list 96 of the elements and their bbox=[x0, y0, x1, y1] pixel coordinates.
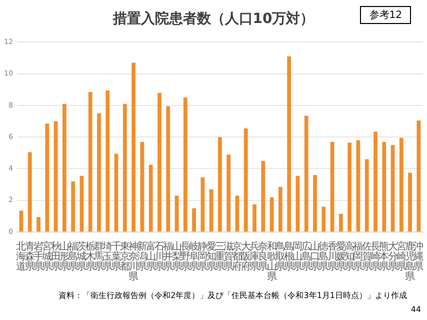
bar bbox=[270, 197, 274, 232]
x-tick-label: 山梨県 bbox=[172, 240, 182, 273]
bar bbox=[19, 210, 24, 232]
x-tick-label: 沖縄県 bbox=[412, 240, 424, 273]
bar bbox=[106, 90, 110, 232]
bar bbox=[348, 142, 352, 232]
x-tick-label: 広島県 bbox=[301, 240, 312, 273]
bar bbox=[54, 121, 58, 232]
x-tick-label: 石川県 bbox=[154, 242, 164, 273]
bar bbox=[209, 189, 214, 232]
x-tick-label: 香川県 bbox=[327, 240, 338, 273]
bar bbox=[226, 154, 231, 232]
x-tick-label: 北海道 bbox=[16, 240, 26, 273]
x-tick-label: 福島県 bbox=[68, 240, 78, 273]
bar bbox=[114, 154, 118, 232]
x-tick-label: 宮城県 bbox=[41, 240, 52, 273]
bar bbox=[322, 206, 326, 232]
text: 資料：「衛生行政報告例（令和2年度）」及び「住民基本台帳（令和3年1月1日時点）」より作成 bbox=[58, 290, 408, 301]
bar bbox=[122, 104, 127, 232]
bar bbox=[330, 142, 334, 232]
bar bbox=[364, 159, 369, 232]
x-tick-label: 高知県 bbox=[344, 240, 355, 273]
bar bbox=[36, 216, 40, 232]
x-tick-label: 埼玉県 bbox=[102, 240, 113, 273]
x-tick-label: 栃木県 bbox=[85, 240, 96, 273]
x-tick-label: 千葉県 bbox=[111, 240, 122, 273]
x-tick-label: 大分県 bbox=[388, 240, 398, 273]
bar bbox=[416, 120, 421, 232]
x-tick-label: 山形県 bbox=[59, 240, 70, 273]
bar bbox=[390, 145, 395, 232]
text: 44 bbox=[410, 305, 422, 314]
text: 参考12 bbox=[360, 6, 411, 24]
bar bbox=[304, 116, 308, 232]
chart-title: 措置入院患者数（人口10万対） bbox=[112, 11, 314, 27]
bar bbox=[140, 142, 144, 232]
bar bbox=[28, 152, 32, 232]
bar bbox=[132, 62, 136, 232]
bar bbox=[338, 214, 343, 232]
x-tick-label: 三重県 bbox=[214, 242, 225, 273]
x-tick-label: 岡山県 bbox=[292, 242, 303, 273]
x-tick-label: 福井県 bbox=[163, 240, 174, 273]
x-tick-label: 和歌山県 bbox=[266, 240, 277, 283]
x-tick-label: 京都府 bbox=[232, 240, 242, 273]
bar bbox=[296, 176, 300, 232]
x-tick-label: 神奈川県 bbox=[128, 240, 139, 283]
bar bbox=[382, 142, 386, 232]
x-tick-label: 長野県 bbox=[180, 242, 190, 273]
x-tick-label: 静岡県 bbox=[198, 240, 208, 273]
x-tick-label: 徳島県 bbox=[318, 242, 329, 273]
bar bbox=[45, 124, 50, 232]
bar bbox=[235, 196, 240, 232]
x-tick-label: 岩手県 bbox=[34, 240, 44, 273]
bar bbox=[80, 176, 84, 232]
bar bbox=[88, 92, 92, 232]
bar bbox=[278, 186, 282, 232]
bar bbox=[192, 208, 196, 232]
x-tick-label: 鹿児島県 bbox=[405, 240, 416, 283]
bar bbox=[62, 104, 66, 232]
x-tick-label: 秋田県 bbox=[50, 240, 61, 273]
x-tick-label: 東京都 bbox=[120, 240, 130, 273]
x-tick-label: 兵庫県 bbox=[250, 240, 260, 273]
bar bbox=[356, 140, 360, 232]
bar bbox=[148, 164, 153, 232]
x-tick-label: 大阪府 bbox=[240, 240, 251, 273]
x-tick-label: 島根県 bbox=[284, 240, 294, 273]
bar bbox=[374, 132, 378, 232]
bar bbox=[158, 92, 162, 232]
x-tick-label: 福岡県 bbox=[353, 240, 364, 273]
bar bbox=[183, 98, 188, 232]
x-tick-label: 宮崎県 bbox=[396, 240, 406, 273]
x-tick-label: 佐賀県 bbox=[362, 242, 372, 273]
bar bbox=[408, 172, 412, 232]
x-tick-label: 山口県 bbox=[310, 240, 320, 273]
x-tick-label: 茨城県 bbox=[76, 240, 87, 273]
x-tick-label: 富山県 bbox=[146, 240, 156, 273]
x-tick-label: 奈良県 bbox=[258, 242, 268, 273]
bar bbox=[261, 160, 266, 232]
bar bbox=[252, 204, 256, 232]
bar bbox=[200, 177, 205, 232]
x-tick-label: 新潟県 bbox=[137, 240, 148, 273]
bar bbox=[399, 138, 404, 232]
bar bbox=[71, 181, 76, 232]
bar bbox=[287, 56, 292, 232]
x-tick-label: 青森県 bbox=[24, 240, 35, 273]
x-tick-label: 長崎県 bbox=[370, 242, 380, 273]
x-tick-label: 愛媛県 bbox=[336, 240, 346, 273]
bar bbox=[313, 175, 317, 232]
bar bbox=[174, 196, 179, 232]
bar bbox=[244, 128, 248, 232]
bar bbox=[218, 137, 222, 232]
x-tick-label: 滋賀県 bbox=[224, 240, 234, 273]
x-tick-label: 岐阜県 bbox=[189, 240, 200, 273]
x-tick-label: 熊本県 bbox=[379, 240, 390, 273]
bar bbox=[97, 113, 101, 232]
bar bbox=[166, 106, 170, 232]
x-tick-label: 愛知県 bbox=[206, 240, 216, 273]
